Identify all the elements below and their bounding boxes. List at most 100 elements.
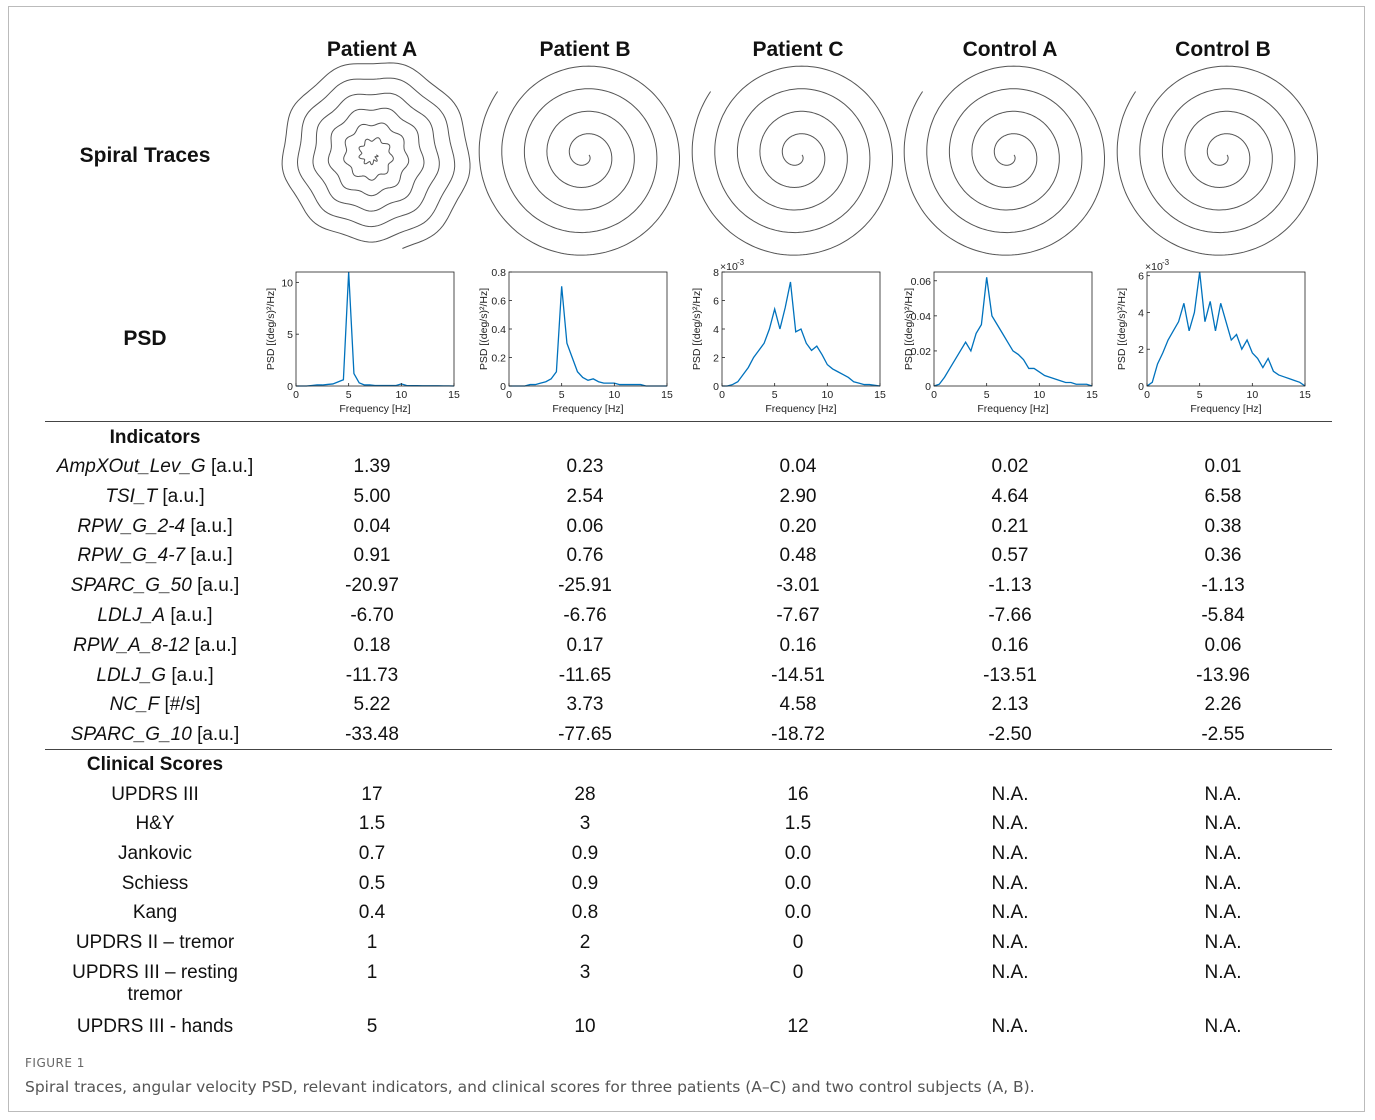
indicator-label: SPARC_G_50 [a.u.] [71,575,240,597]
y-tick-label: 4 [713,324,719,336]
y-tick-label: 0 [500,381,506,393]
x-tick-label: 15 [1299,389,1311,401]
clinical-value: 28 [574,784,595,806]
clinical-value: N.A. [992,843,1029,865]
indicator-unit: [a.u.] [162,486,204,507]
x-axis-label: Frequency [Hz] [1190,403,1261,415]
row-label: Spiral Traces [80,145,211,167]
x-tick-label: 5 [1197,389,1203,401]
spiral-trace [479,66,679,255]
y-tick-label: 8 [713,267,719,279]
indicator-name: SPARC_G_10 [71,724,192,745]
figure-page: 0510150510Frequency [Hz]PSD [(deg/s)²/Hz… [0,0,1375,1120]
indicator-value: -18.72 [771,724,825,746]
clinical-label: Schiess [55,873,255,895]
indicator-unit: [a.u.] [170,605,212,626]
indicator-name: TSI_T [105,486,157,507]
clinical-value: N.A. [1205,902,1242,924]
psd-line [296,272,454,386]
clinical-value: N.A. [992,1016,1029,1038]
x-tick-label: 15 [874,389,886,401]
indicator-value: 0.57 [992,545,1029,567]
indicator-value: 0.38 [1205,516,1242,538]
indicator-unit: [a.u.] [190,545,232,566]
x-tick-label: 10 [1033,389,1045,401]
indicator-unit: [a.u.] [171,665,213,686]
psd-line [509,286,667,386]
x-tick-label: 5 [559,389,565,401]
indicator-value: -25.91 [558,575,612,597]
clinical-value: N.A. [992,962,1029,984]
indicator-value: -77.65 [558,724,612,746]
clinical-value: N.A. [1205,873,1242,895]
indicator-value: 0.20 [780,516,817,538]
y-tick-label: 0.06 [911,276,932,288]
indicator-value: 2.54 [567,486,604,508]
caption-label: FIGURE 1 [25,1056,85,1070]
clinical-value: N.A. [1205,932,1242,954]
clinical-value: 2 [580,932,591,954]
indicator-value: -1.13 [1201,575,1244,597]
section-rule [45,749,1332,750]
clinical-value: 0.0 [785,873,811,895]
y-tick-label: 0.2 [491,353,506,365]
indicator-unit: [a.u.] [190,516,232,537]
indicator-value: 0.17 [567,635,604,657]
indicator-value: -3.01 [776,575,819,597]
y-tick-label: 2 [713,353,719,365]
indicator-value: 4.64 [992,486,1029,508]
x-tick-label: 5 [346,389,352,401]
y-tick-label: 0 [713,381,719,393]
x-axis-label: Frequency [Hz] [339,403,410,415]
section-rule [45,421,1332,422]
y-tick-label: 5 [287,329,293,341]
clinical-value: 0.0 [785,843,811,865]
indicator-value: 0.36 [1205,545,1242,567]
x-axis-label: Frequency [Hz] [765,403,836,415]
spiral-trace [1117,66,1317,255]
indicator-value: 0.02 [992,456,1029,478]
y-tick-label: 6 [713,296,719,308]
clinical-value: N.A. [1205,1016,1242,1038]
x-tick-label: 0 [719,389,725,401]
indicator-value: 0.76 [567,545,604,567]
psd-line [934,277,1092,386]
indicator-value: -6.76 [563,605,606,627]
clinical-value: 17 [361,784,382,806]
indicator-name: NC_F [110,694,160,715]
psd-line [1147,272,1305,386]
indicator-label: AmpXOut_Lev_G [a.u.] [57,456,253,478]
row-label: PSD [123,328,166,350]
indicator-value: 3.73 [567,694,604,716]
clinical-value: N.A. [992,784,1029,806]
clinical-value: 10 [574,1016,595,1038]
clinical-label: UPDRS III – resting tremor [55,962,255,1006]
clinical-value: 3 [580,813,591,835]
y-tick-label: 0 [1138,381,1144,393]
section-heading: Indicators [110,427,201,449]
indicator-value: 0.06 [1205,635,1242,657]
indicator-value: 0.48 [780,545,817,567]
x-tick-label: 10 [608,389,620,401]
y-axis-label: PSD [(deg/s)²/Hz] [265,288,277,370]
x-axis-label: Frequency [Hz] [552,403,623,415]
indicator-value: 0.04 [780,456,817,478]
indicator-unit: [a.u.] [197,724,239,745]
indicator-value: -33.48 [345,724,399,746]
indicator-name: RPW_G_2-4 [77,516,185,537]
clinical-value: 0.7 [359,843,385,865]
indicator-value: 0.16 [780,635,817,657]
x-tick-label: 5 [772,389,778,401]
indicator-label: TSI_T [a.u.] [105,486,204,508]
y-tick-label: 4 [1138,307,1144,319]
indicator-value: -6.70 [350,605,393,627]
indicator-value: 1.39 [354,456,391,478]
x-tick-label: 10 [821,389,833,401]
clinical-value: 5 [367,1016,378,1038]
y-tick-label: 10 [281,277,293,289]
clinical-value: 12 [787,1016,808,1038]
clinical-value: 1.5 [785,813,811,835]
clinical-value: 1 [367,962,378,984]
indicator-value: 0.01 [1205,456,1242,478]
indicator-value: 0.23 [567,456,604,478]
